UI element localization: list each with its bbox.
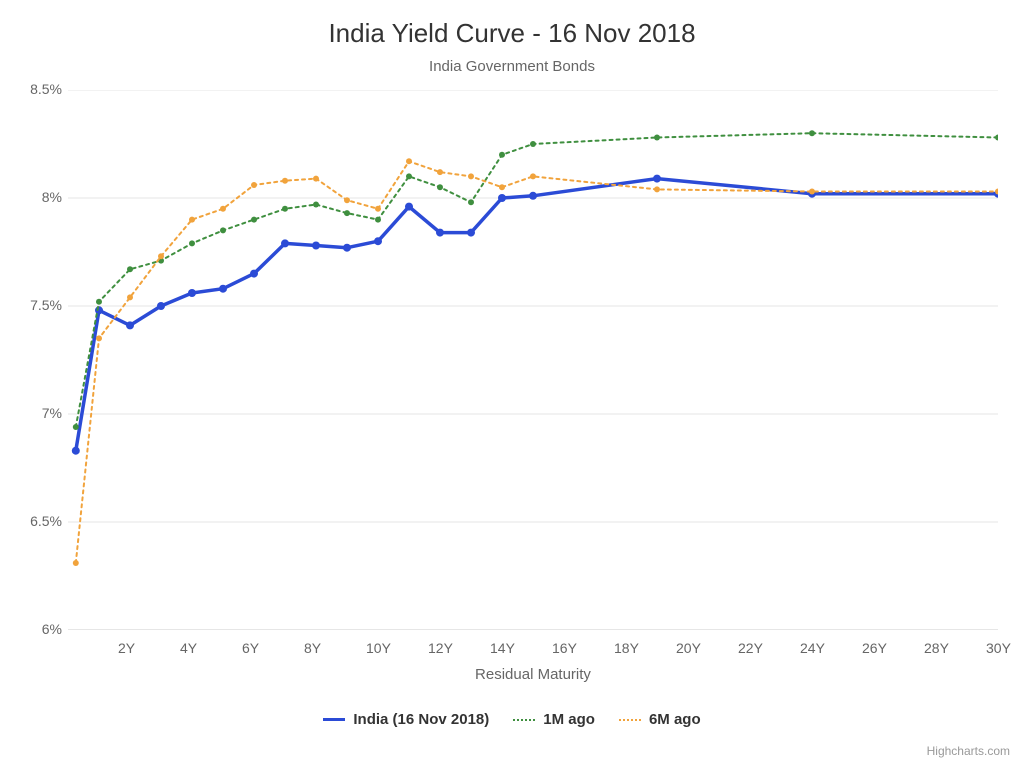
x-axis-label: Residual Maturity bbox=[68, 666, 998, 683]
x-tick-label: 12Y bbox=[428, 640, 453, 656]
legend-item[interactable]: India (16 Nov 2018) bbox=[323, 711, 489, 728]
legend-label: 6M ago bbox=[649, 711, 701, 728]
chart-subtitle: India Government Bonds bbox=[0, 58, 1024, 75]
x-tick-label: 18Y bbox=[614, 640, 639, 656]
x-tick-label: 16Y bbox=[552, 640, 577, 656]
legend-swatch bbox=[513, 719, 535, 721]
plot-svg bbox=[68, 90, 998, 630]
legend-swatch bbox=[619, 719, 641, 721]
y-tick-label: 8% bbox=[42, 189, 62, 205]
plot-area bbox=[68, 90, 998, 630]
chart-legend: India (16 Nov 2018) 1M ago 6M ago bbox=[0, 708, 1024, 729]
y-tick-label: 7% bbox=[42, 405, 62, 421]
y-tick-label: 6% bbox=[42, 621, 62, 637]
x-tick-label: 28Y bbox=[924, 640, 949, 656]
x-tick-label: 4Y bbox=[180, 640, 197, 656]
yield-curve-chart: India Yield Curve - 16 Nov 2018 India Go… bbox=[0, 0, 1024, 768]
legend-label: 1M ago bbox=[543, 711, 595, 728]
y-tick-label: 6.5% bbox=[30, 513, 62, 529]
x-tick-label: 26Y bbox=[862, 640, 887, 656]
legend-item[interactable]: 6M ago bbox=[619, 711, 701, 728]
x-tick-label: 10Y bbox=[366, 640, 391, 656]
chart-title: India Yield Curve - 16 Nov 2018 bbox=[0, 18, 1024, 49]
x-tick-label: 14Y bbox=[490, 640, 515, 656]
credits-link[interactable]: Highcharts.com bbox=[927, 744, 1010, 758]
y-tick-label: 8.5% bbox=[30, 81, 62, 97]
x-tick-label: 6Y bbox=[242, 640, 259, 656]
x-tick-label: 8Y bbox=[304, 640, 321, 656]
x-tick-label: 24Y bbox=[800, 640, 825, 656]
x-tick-label: 20Y bbox=[676, 640, 701, 656]
legend-item[interactable]: 1M ago bbox=[513, 711, 595, 728]
legend-swatch bbox=[323, 718, 345, 721]
x-tick-label: 22Y bbox=[738, 640, 763, 656]
x-tick-label: 30Y bbox=[986, 640, 1011, 656]
x-tick-label: 2Y bbox=[118, 640, 135, 656]
legend-label: India (16 Nov 2018) bbox=[353, 711, 489, 728]
y-tick-label: 7.5% bbox=[30, 297, 62, 313]
